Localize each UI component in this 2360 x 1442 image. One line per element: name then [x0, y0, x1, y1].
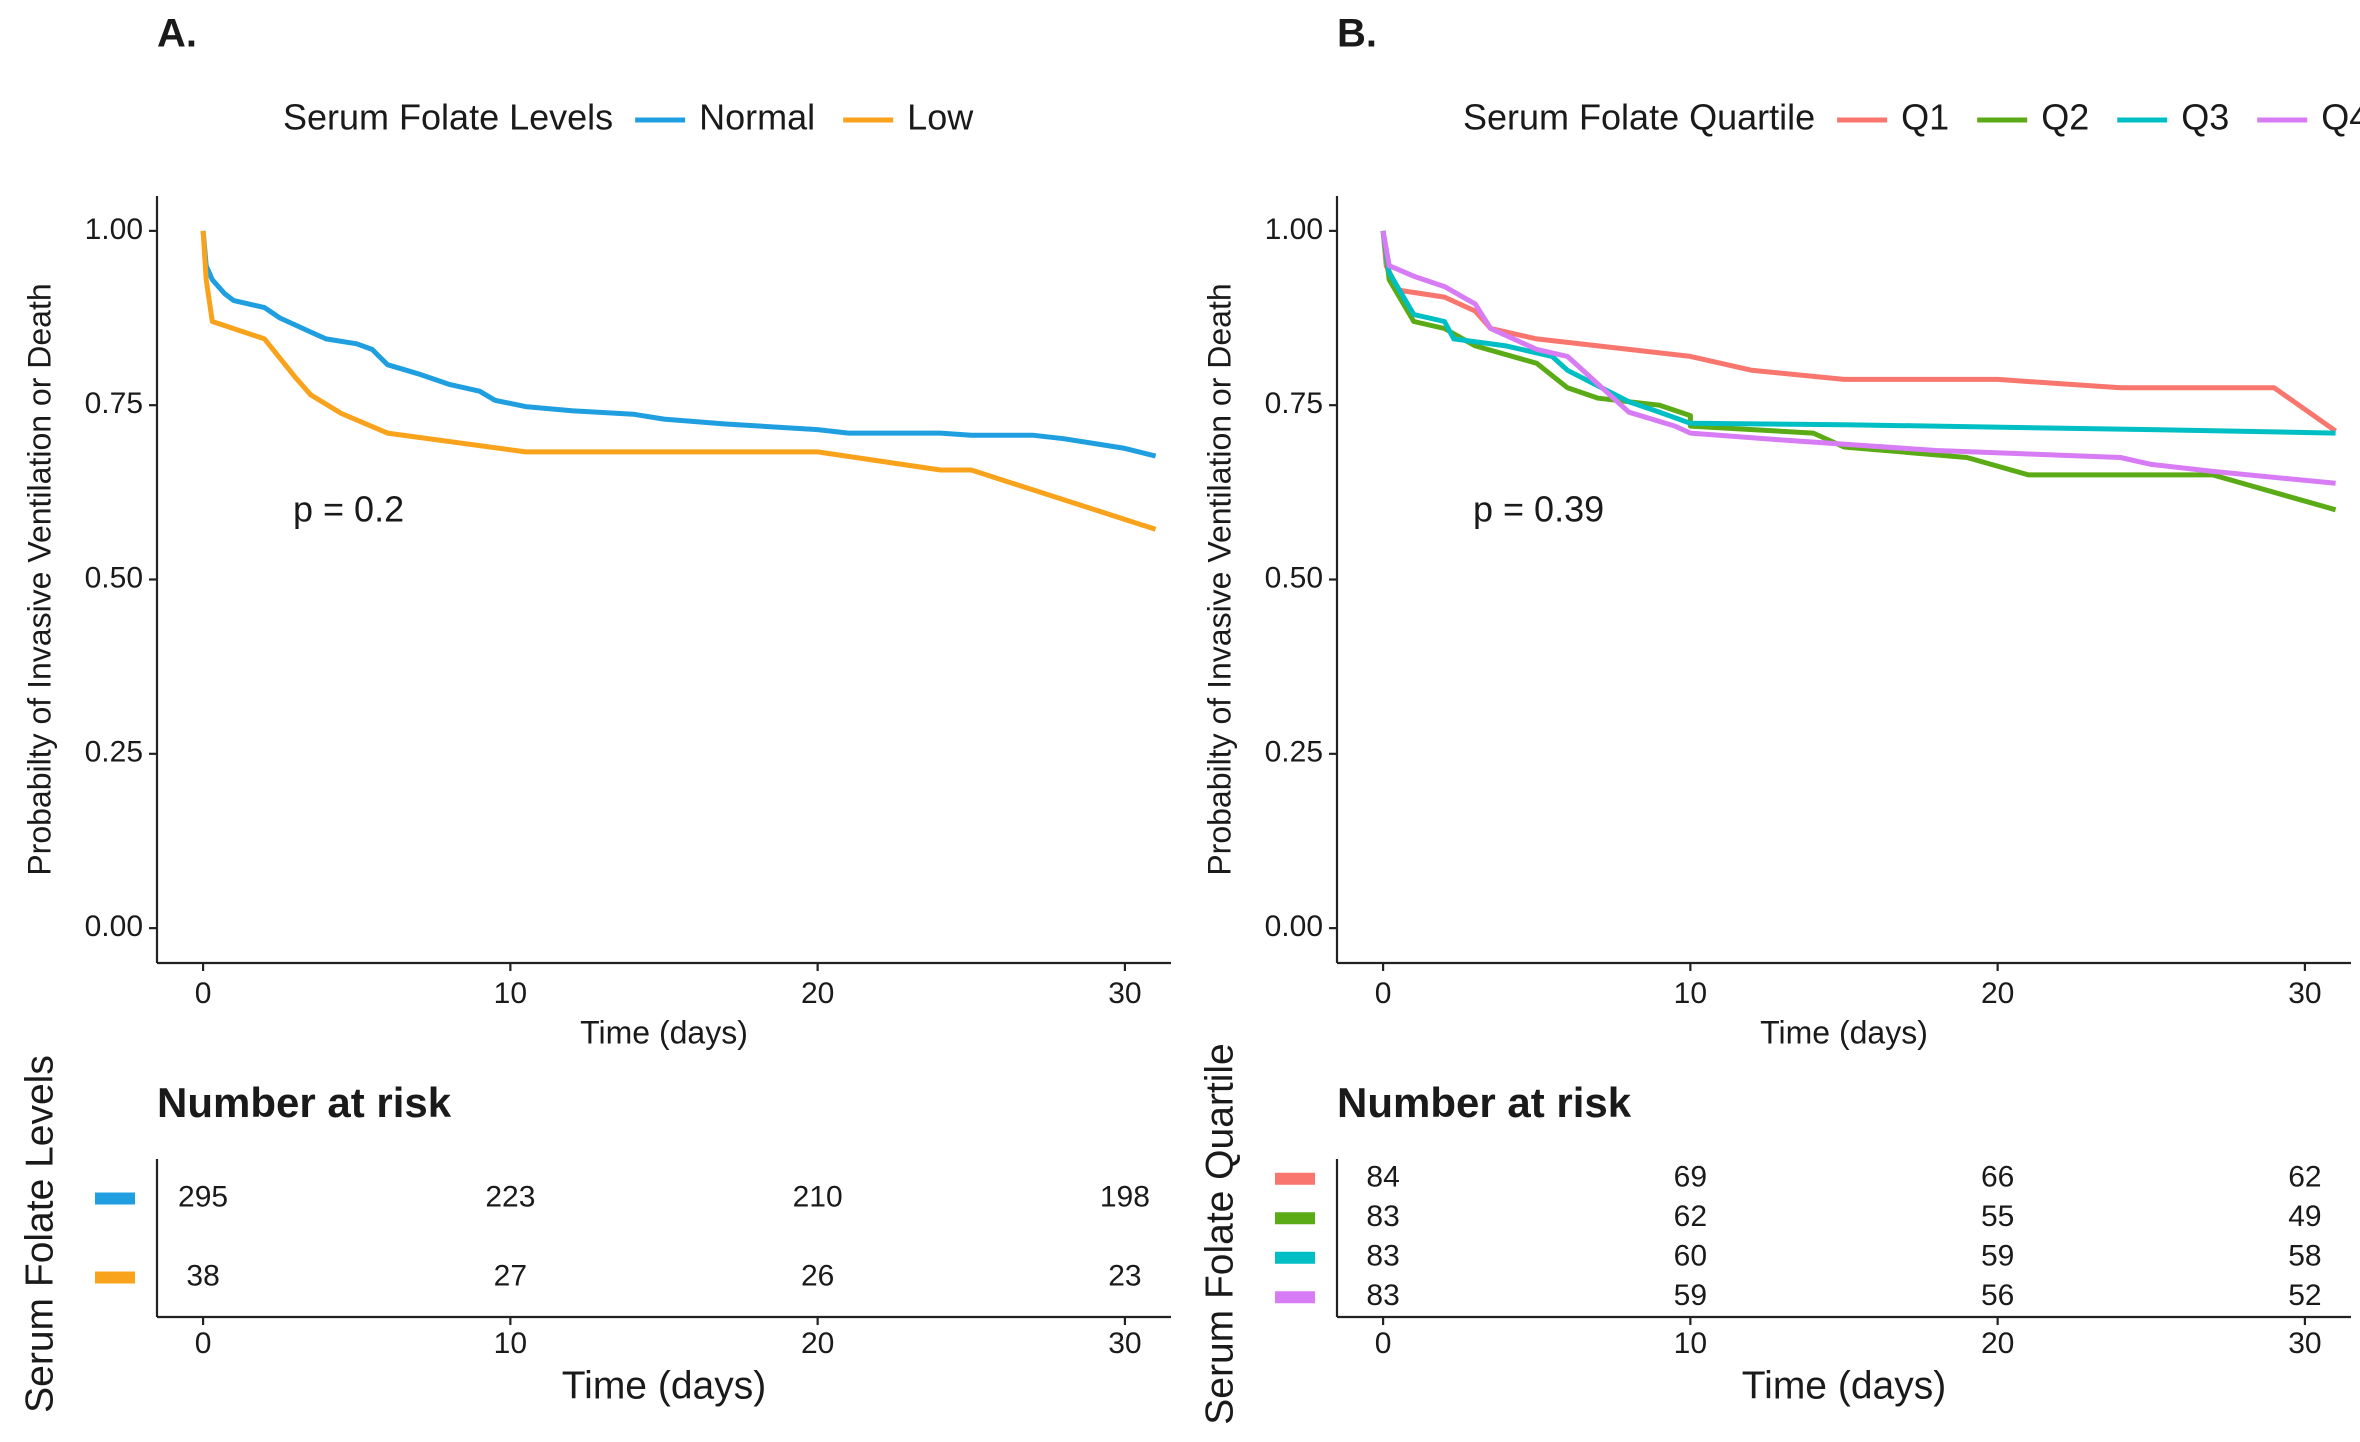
- y-tick-label: 0.00: [1265, 910, 1323, 943]
- risk-swatch: [1275, 1291, 1315, 1304]
- risk-count: 62: [1674, 1200, 1707, 1233]
- legend-label: Low: [907, 97, 974, 138]
- y-tick-label: 0.50: [85, 561, 143, 594]
- panel-label: B.: [1337, 12, 1377, 56]
- risk-x-tick-label: 30: [2288, 1327, 2321, 1360]
- risk-x-axis-title: Time (days): [562, 1364, 766, 1407]
- risk-count: 59: [1981, 1240, 2014, 1273]
- x-tick-label: 20: [801, 977, 834, 1010]
- x-tick-label: 10: [494, 977, 527, 1010]
- risk-count: 83: [1366, 1279, 1399, 1312]
- risk-title: Number at risk: [157, 1079, 452, 1126]
- risk-count: 23: [1108, 1259, 1141, 1292]
- survival-curve: [1380, 230, 2336, 436]
- legend-title: Serum Folate Levels: [283, 97, 613, 138]
- x-tick-label: 10: [1674, 977, 1707, 1010]
- legend-label: Q4: [2321, 97, 2360, 138]
- legend-label: Q1: [1901, 97, 1949, 138]
- x-axis-title: Time (days): [1760, 1014, 1928, 1050]
- risk-x-tick-label: 10: [494, 1327, 527, 1360]
- p-value: p = 0.2: [293, 489, 404, 530]
- y-axis-title: Probabilty of Invasive Ventilation or De…: [1201, 283, 1237, 875]
- risk-swatch: [1275, 1212, 1315, 1225]
- risk-count: 83: [1366, 1240, 1399, 1273]
- risk-swatch: [95, 1271, 135, 1284]
- risk-count: 66: [1981, 1161, 2014, 1194]
- risk-count: 83: [1366, 1200, 1399, 1233]
- y-axis-title: Probabilty of Invasive Ventilation or De…: [21, 283, 57, 875]
- panel-label: A.: [157, 12, 197, 56]
- y-tick-label: 0.25: [1265, 736, 1323, 769]
- risk-count: 55: [1981, 1200, 2014, 1233]
- x-tick-label: 0: [195, 977, 212, 1010]
- y-tick-label: 0.25: [85, 736, 143, 769]
- legend-label: Q2: [2041, 97, 2089, 138]
- survival-curve: [200, 230, 1157, 532]
- risk-count: 60: [1674, 1240, 1707, 1273]
- p-value: p = 0.39: [1473, 489, 1604, 530]
- x-tick-label: 30: [1108, 977, 1141, 1010]
- risk-count: 210: [793, 1180, 843, 1213]
- y-tick-label: 1.00: [85, 213, 143, 246]
- legend-label: Q3: [2181, 97, 2229, 138]
- risk-x-tick-label: 0: [1375, 1327, 1392, 1360]
- x-tick-label: 30: [2288, 977, 2321, 1010]
- risk-count: 56: [1981, 1279, 2014, 1312]
- risk-count: 52: [2288, 1279, 2321, 1312]
- risk-count: 59: [1674, 1279, 1707, 1312]
- y-tick-label: 0.75: [85, 387, 143, 420]
- y-tick-label: 0.75: [1265, 387, 1323, 420]
- risk-x-tick-label: 0: [195, 1327, 212, 1360]
- risk-count: 198: [1100, 1180, 1150, 1213]
- y-tick-label: 0.50: [1265, 561, 1323, 594]
- y-tick-label: 0.00: [85, 910, 143, 943]
- risk-count: 69: [1674, 1161, 1707, 1194]
- survival-curve: [1380, 230, 2338, 434]
- risk-y-axis-title: Serum Folate Levels: [18, 1055, 61, 1413]
- risk-swatch: [1275, 1172, 1315, 1185]
- survival-curve: [1380, 230, 2336, 486]
- risk-x-tick-label: 20: [801, 1327, 834, 1360]
- x-axis-title: Time (days): [580, 1014, 748, 1050]
- y-tick-label: 1.00: [1265, 213, 1323, 246]
- risk-x-tick-label: 10: [1674, 1327, 1707, 1360]
- survival-curve: [200, 230, 1157, 459]
- risk-count: 38: [186, 1259, 219, 1292]
- risk-x-tick-label: 30: [1108, 1327, 1141, 1360]
- legend-label: Normal: [699, 97, 815, 138]
- survival-curve: [1380, 230, 2337, 513]
- risk-y-axis-title: Serum Folate Quartile: [1198, 1043, 1241, 1425]
- legend-title: Serum Folate Quartile: [1463, 97, 1815, 138]
- risk-swatch: [95, 1192, 135, 1205]
- risk-x-tick-label: 20: [1981, 1327, 2014, 1360]
- risk-count: 295: [178, 1180, 228, 1213]
- risk-count: 26: [801, 1259, 834, 1292]
- risk-count: 62: [2288, 1161, 2321, 1194]
- risk-count: 27: [494, 1259, 527, 1292]
- risk-count: 58: [2288, 1240, 2321, 1273]
- risk-x-axis-title: Time (days): [1742, 1364, 1946, 1407]
- risk-title: Number at risk: [1337, 1079, 1632, 1126]
- x-tick-label: 20: [1981, 977, 2014, 1010]
- risk-count: 223: [485, 1180, 535, 1213]
- risk-count: 84: [1366, 1161, 1399, 1194]
- x-tick-label: 0: [1375, 977, 1392, 1010]
- risk-swatch: [1275, 1251, 1315, 1264]
- risk-count: 49: [2288, 1200, 2321, 1233]
